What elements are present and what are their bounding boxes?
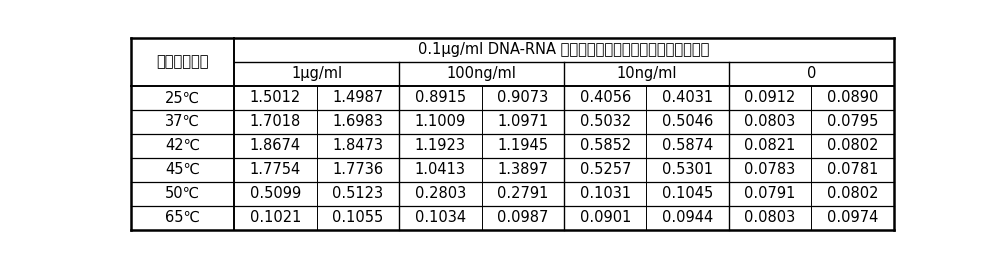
Text: 0.5123: 0.5123 bbox=[332, 186, 383, 201]
Text: 0.8915: 0.8915 bbox=[415, 90, 466, 105]
Text: 0.1055: 0.1055 bbox=[332, 210, 383, 225]
Text: 50℃: 50℃ bbox=[165, 186, 200, 201]
Text: 37℃: 37℃ bbox=[165, 114, 200, 129]
Text: 不同反应温度: 不同反应温度 bbox=[156, 54, 209, 69]
Text: 0.5032: 0.5032 bbox=[580, 114, 631, 129]
Text: 1.7736: 1.7736 bbox=[332, 162, 383, 177]
Text: 0.0803: 0.0803 bbox=[744, 210, 796, 225]
Text: 0.0821: 0.0821 bbox=[744, 138, 796, 153]
Text: 1.7018: 1.7018 bbox=[250, 114, 301, 129]
Text: 0: 0 bbox=[807, 67, 816, 81]
Text: 1.7754: 1.7754 bbox=[250, 162, 301, 177]
Text: 1.1923: 1.1923 bbox=[415, 138, 466, 153]
Text: 1.1009: 1.1009 bbox=[415, 114, 466, 129]
Text: 0.4031: 0.4031 bbox=[662, 90, 713, 105]
Text: 1.0971: 1.0971 bbox=[497, 114, 548, 129]
Text: 42℃: 42℃ bbox=[165, 138, 200, 153]
Text: 0.0912: 0.0912 bbox=[744, 90, 796, 105]
Text: 1.4987: 1.4987 bbox=[332, 90, 383, 105]
Text: 0.5046: 0.5046 bbox=[662, 114, 713, 129]
Text: 1.6983: 1.6983 bbox=[332, 114, 383, 129]
Text: 0.0795: 0.0795 bbox=[827, 114, 878, 129]
Text: 0.0901: 0.0901 bbox=[580, 210, 631, 225]
Text: 0.9073: 0.9073 bbox=[497, 90, 548, 105]
Text: 65℃: 65℃ bbox=[165, 210, 200, 225]
Text: 0.5874: 0.5874 bbox=[662, 138, 713, 153]
Text: 10ng/ml: 10ng/ml bbox=[616, 67, 677, 81]
Text: 0.0987: 0.0987 bbox=[497, 210, 548, 225]
Text: 0.0781: 0.0781 bbox=[827, 162, 878, 177]
Text: 1.8473: 1.8473 bbox=[332, 138, 383, 153]
Text: 0.5852: 0.5852 bbox=[580, 138, 631, 153]
Text: 1.8674: 1.8674 bbox=[250, 138, 301, 153]
Text: 1μg/ml: 1μg/ml bbox=[291, 67, 342, 81]
Text: 0.0803: 0.0803 bbox=[744, 114, 796, 129]
Text: 0.1031: 0.1031 bbox=[580, 186, 631, 201]
Text: 100ng/ml: 100ng/ml bbox=[447, 67, 516, 81]
Text: 0.2803: 0.2803 bbox=[415, 186, 466, 201]
Text: 0.5099: 0.5099 bbox=[250, 186, 301, 201]
Text: 0.1045: 0.1045 bbox=[662, 186, 713, 201]
Text: 0.1021: 0.1021 bbox=[250, 210, 301, 225]
Text: 0.1μg/ml DNA-RNA 杂合体包被，不同浓度的第一抗体检测: 0.1μg/ml DNA-RNA 杂合体包被，不同浓度的第一抗体检测 bbox=[418, 42, 710, 58]
Text: 0.0890: 0.0890 bbox=[827, 90, 878, 105]
Text: 0.0974: 0.0974 bbox=[827, 210, 878, 225]
Text: 1.1945: 1.1945 bbox=[497, 138, 548, 153]
Text: 0.4056: 0.4056 bbox=[580, 90, 631, 105]
Text: 0.0802: 0.0802 bbox=[827, 138, 878, 153]
Text: 25℃: 25℃ bbox=[165, 90, 200, 105]
Text: 0.5257: 0.5257 bbox=[580, 162, 631, 177]
Text: 1.3897: 1.3897 bbox=[497, 162, 548, 177]
Text: 45℃: 45℃ bbox=[165, 162, 200, 177]
Text: 1.5012: 1.5012 bbox=[250, 90, 301, 105]
Text: 0.0791: 0.0791 bbox=[744, 186, 796, 201]
Text: 0.2791: 0.2791 bbox=[497, 186, 548, 201]
Text: 0.0783: 0.0783 bbox=[744, 162, 796, 177]
Text: 0.1034: 0.1034 bbox=[415, 210, 466, 225]
Text: 0.0944: 0.0944 bbox=[662, 210, 713, 225]
Text: 0.0802: 0.0802 bbox=[827, 186, 878, 201]
Text: 0.5301: 0.5301 bbox=[662, 162, 713, 177]
Text: 1.0413: 1.0413 bbox=[415, 162, 466, 177]
